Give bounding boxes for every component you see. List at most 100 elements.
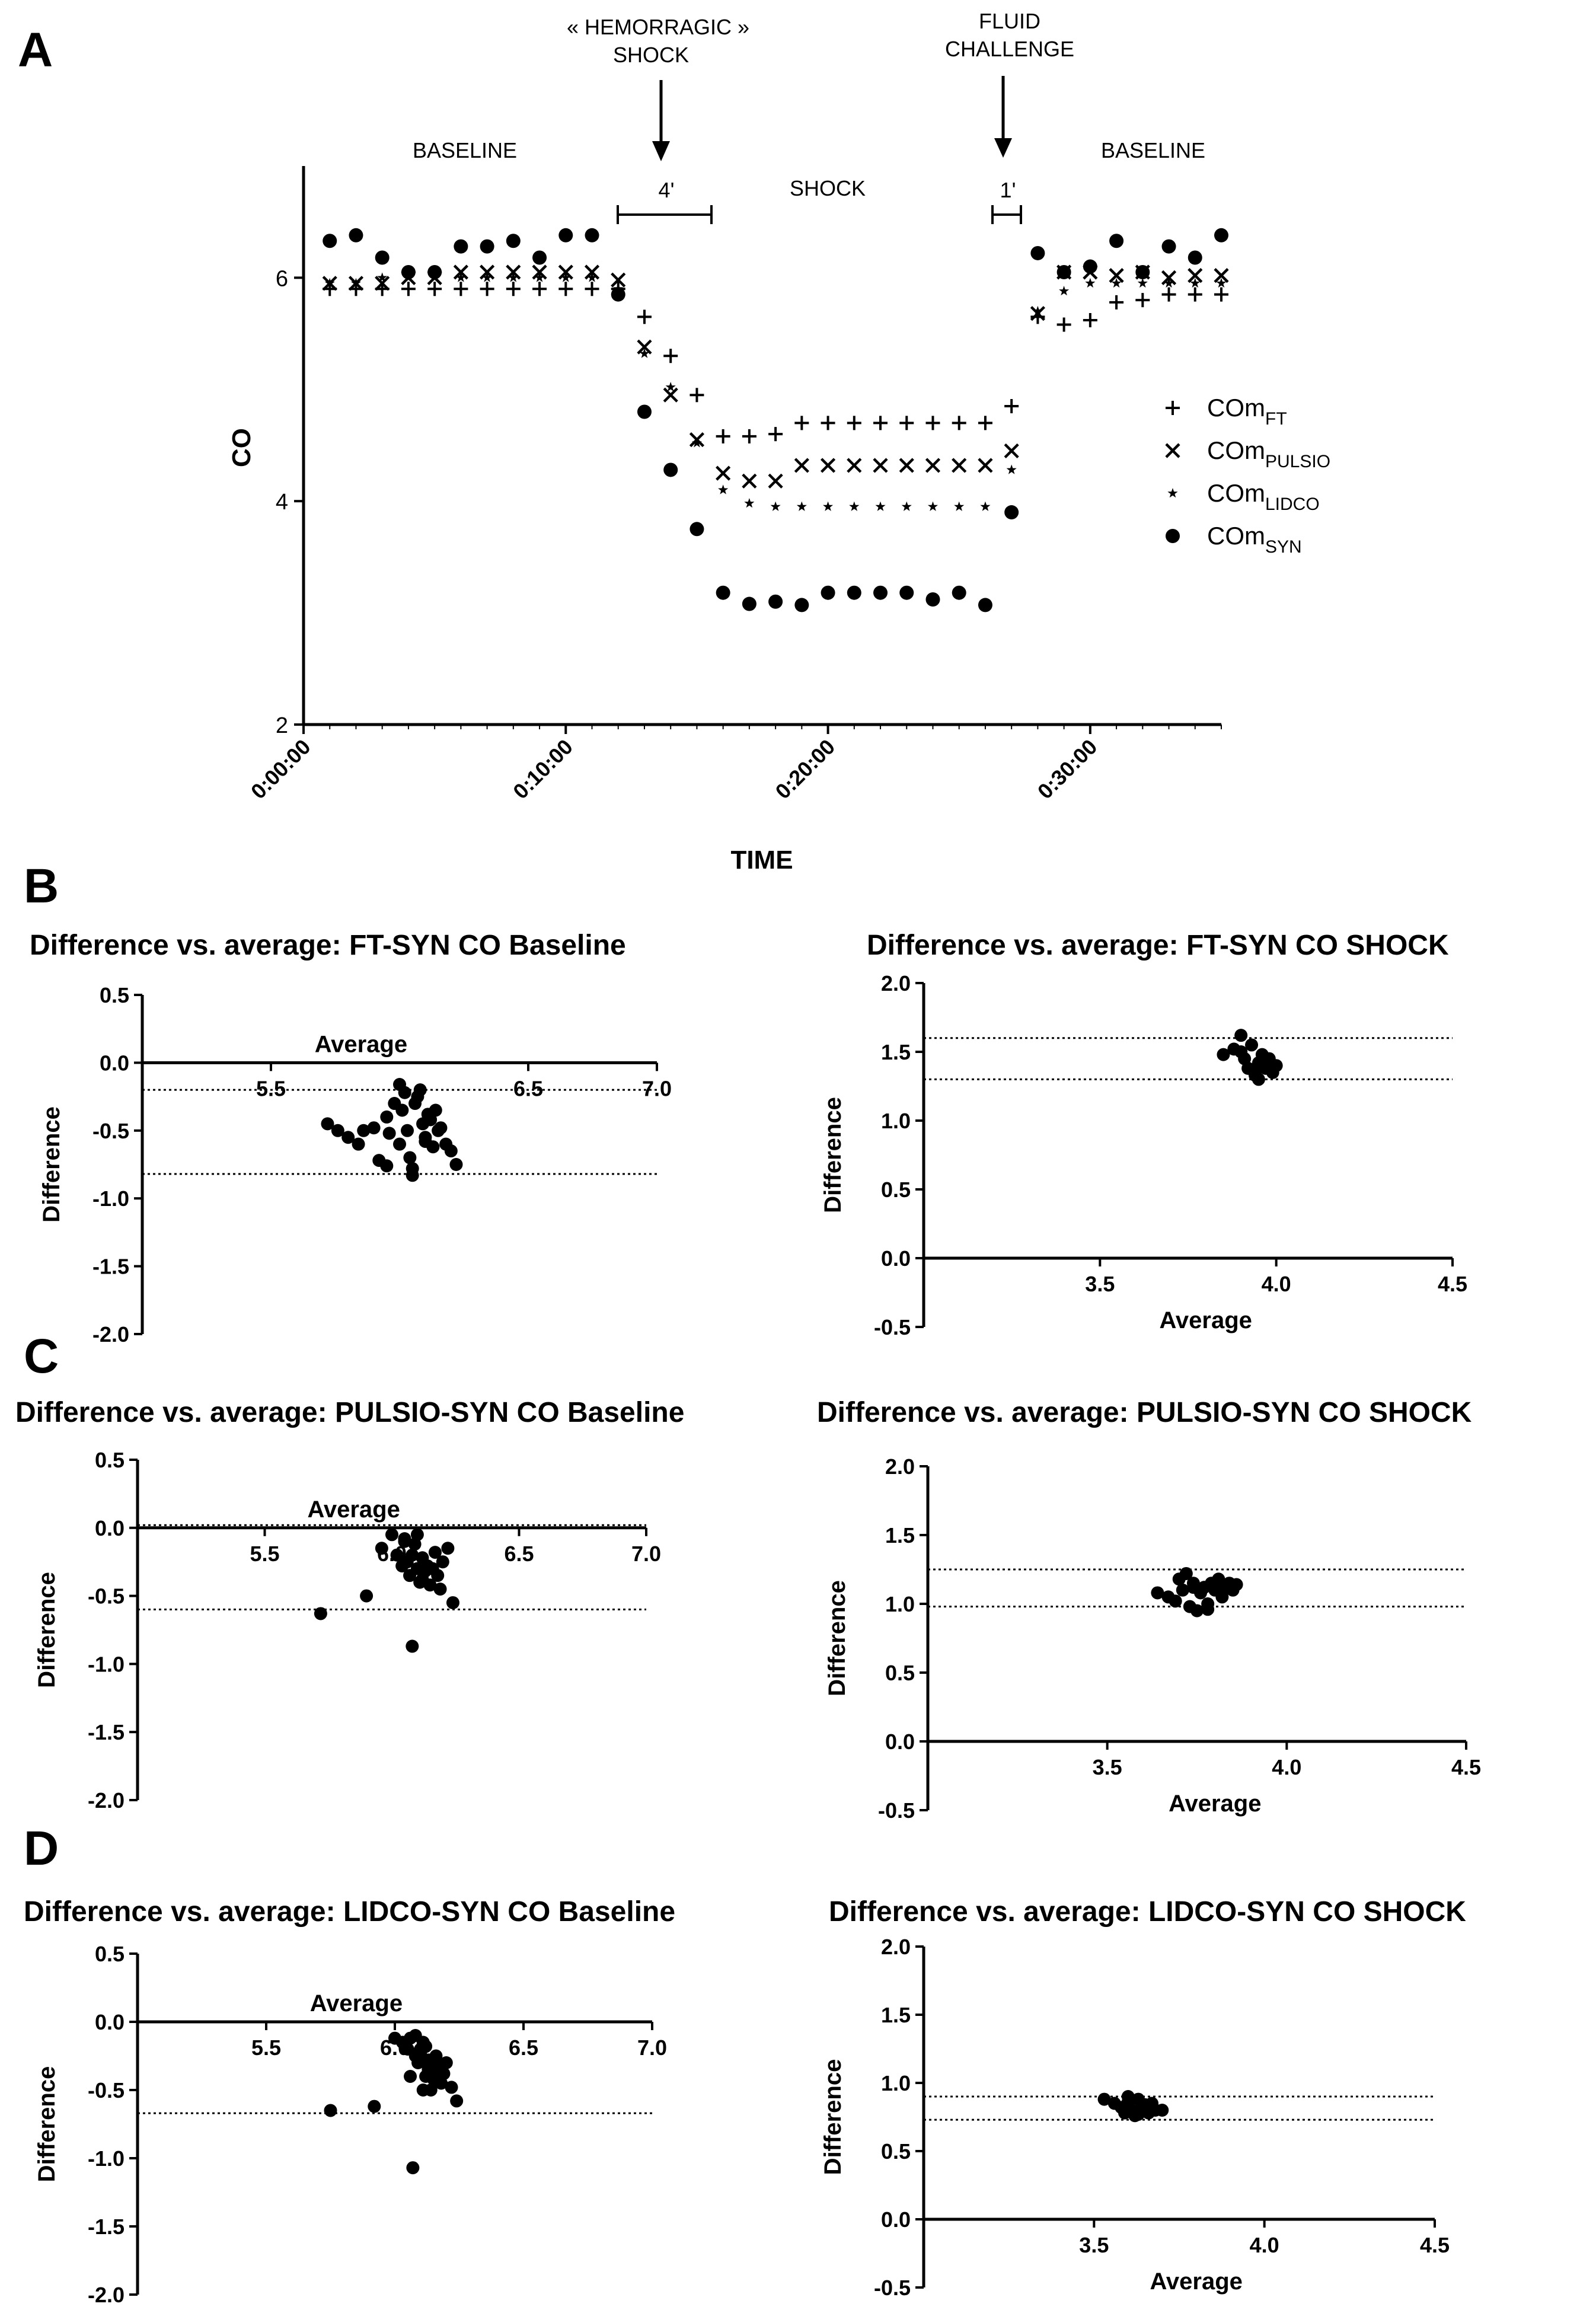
data-point bbox=[1109, 268, 1124, 283]
data-point bbox=[716, 585, 730, 600]
data-point bbox=[446, 1596, 459, 1610]
data-point bbox=[587, 272, 598, 282]
data-point bbox=[611, 287, 625, 302]
y-tick-label: 1.5 bbox=[885, 1523, 915, 1548]
data-point bbox=[820, 458, 836, 473]
x-tick-label: 4.0 bbox=[1272, 1755, 1301, 1779]
data-point bbox=[1176, 1583, 1189, 1597]
data-point bbox=[390, 1548, 404, 1562]
bracket-4min-label: 4' bbox=[659, 178, 675, 202]
y-tick-label: 0.0 bbox=[100, 1051, 129, 1075]
data-point bbox=[978, 598, 992, 612]
data-point bbox=[980, 501, 991, 511]
data-point bbox=[404, 2031, 417, 2045]
data-point bbox=[716, 465, 731, 481]
x-tick-label: 7.0 bbox=[631, 1542, 661, 1566]
data-point bbox=[350, 277, 361, 288]
chart-title: Difference vs. average: FT-SYN CO Baseli… bbox=[30, 930, 626, 961]
panel-a-x-tick-label: 0:00:00 bbox=[246, 735, 315, 804]
y-tick-label: 0.5 bbox=[885, 1661, 915, 1685]
data-point bbox=[360, 1589, 374, 1603]
data-point bbox=[423, 1578, 437, 1592]
panel-a-y-tick-label: 2 bbox=[276, 713, 288, 738]
data-point bbox=[419, 1135, 432, 1148]
data-point bbox=[978, 458, 993, 473]
data-point bbox=[637, 339, 652, 355]
panel-d-left-chart: Difference vs. average: LIDCO-SYN CO Bas… bbox=[24, 1896, 675, 2307]
y-tick-label: -0.5 bbox=[874, 1315, 911, 1339]
data-point bbox=[1032, 305, 1043, 316]
data-point bbox=[847, 458, 862, 473]
data-point bbox=[1188, 250, 1202, 265]
panel-b-left-chart: Difference vs. average: FT-SYN CO Baseli… bbox=[30, 930, 672, 1347]
data-point bbox=[952, 458, 967, 473]
panel-c-right-chart: Difference vs. average: PULSIO-SYN CO SH… bbox=[817, 1397, 1481, 1823]
y-tick-label: 0.0 bbox=[881, 2207, 911, 2232]
data-point bbox=[611, 272, 626, 288]
data-point bbox=[393, 1078, 406, 1092]
data-point bbox=[401, 264, 416, 279]
data-point bbox=[794, 458, 809, 473]
data-point bbox=[380, 1110, 394, 1124]
y-tick-label: -1.0 bbox=[88, 1652, 125, 1676]
data-point bbox=[1214, 268, 1229, 283]
chart-title: Difference vs. average: FT-SYN CO SHOCK bbox=[867, 930, 1449, 961]
data-point bbox=[873, 458, 888, 473]
data-point bbox=[480, 282, 494, 296]
data-point bbox=[1201, 1603, 1215, 1616]
data-point bbox=[1085, 277, 1096, 288]
data-point bbox=[1135, 264, 1150, 279]
x-tick-label: 6.5 bbox=[513, 1076, 543, 1100]
data-point bbox=[534, 272, 545, 282]
data-point bbox=[1169, 1594, 1182, 1608]
data-point bbox=[439, 2056, 453, 2069]
legend-marker bbox=[1165, 443, 1180, 458]
data-point bbox=[450, 2094, 464, 2108]
data-point bbox=[796, 501, 807, 511]
data-point bbox=[506, 282, 521, 296]
data-point bbox=[482, 272, 493, 282]
panel-a-annotations: « HEMORRAGIC » SHOCK FLUID CHALLENGE BAS… bbox=[413, 9, 1205, 224]
data-point bbox=[794, 416, 809, 430]
data-point bbox=[925, 458, 941, 473]
data-point bbox=[441, 1542, 455, 1555]
data-point bbox=[925, 416, 940, 430]
data-point bbox=[1004, 443, 1019, 459]
data-point bbox=[899, 416, 914, 430]
panel-a-ylabel: CO bbox=[227, 428, 256, 467]
data-point bbox=[899, 585, 914, 600]
y-tick-label: 0.0 bbox=[885, 1730, 915, 1754]
data-point bbox=[952, 416, 966, 430]
phase-label-baseline-2: BASELINE bbox=[1101, 138, 1205, 162]
panel-c-left-chart: Difference vs. average: PULSIO-SYN CO Ba… bbox=[15, 1397, 684, 1813]
data-point bbox=[382, 1127, 396, 1140]
data-point bbox=[768, 473, 783, 489]
y-tick-label: -1.0 bbox=[92, 1186, 129, 1211]
x-axis-label: Average bbox=[307, 1497, 400, 1523]
data-point bbox=[1083, 259, 1097, 274]
data-point bbox=[823, 501, 834, 511]
data-point bbox=[416, 2035, 430, 2049]
data-point bbox=[1172, 1572, 1186, 1586]
data-point bbox=[428, 1546, 442, 1559]
panel-letter-d: D bbox=[24, 1821, 59, 1875]
data-point bbox=[323, 234, 337, 248]
data-point bbox=[847, 585, 861, 600]
chart-title: Difference vs. average: PULSIO-SYN CO SH… bbox=[817, 1397, 1472, 1428]
y-tick-label: 2.0 bbox=[885, 1454, 915, 1479]
data-point bbox=[1245, 1038, 1259, 1052]
panel-letter-a: A bbox=[18, 23, 53, 77]
y-tick-label: 0.5 bbox=[100, 983, 129, 1007]
panel-a-chart: 2 4 6 0:00:00 0:10:00 0:20:00 0:30:00 bbox=[246, 166, 1229, 804]
data-point bbox=[1132, 2107, 1145, 2121]
data-point bbox=[978, 416, 992, 430]
data-point bbox=[873, 585, 888, 600]
data-point bbox=[1161, 239, 1176, 254]
data-point bbox=[718, 484, 729, 494]
data-point bbox=[637, 310, 652, 324]
fluid-arrow-head bbox=[994, 138, 1012, 158]
data-point bbox=[424, 2084, 438, 2097]
series-com-syn bbox=[323, 228, 1228, 612]
data-point bbox=[380, 1159, 394, 1173]
